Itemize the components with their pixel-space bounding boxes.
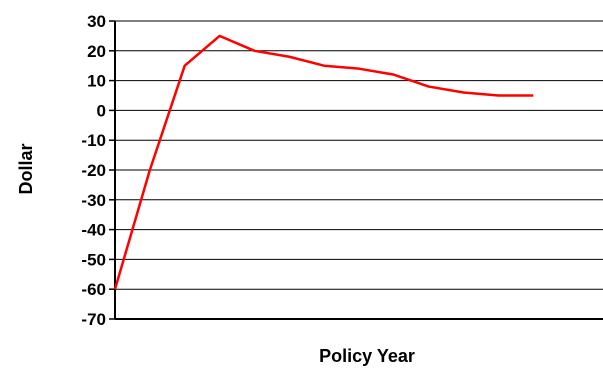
y-tick-label: -20 — [81, 161, 106, 180]
y-tick-labels: 30 20 10 0 -10 -20 -30 -40 -50 -60 -70 — [81, 12, 115, 329]
y-axis-title: Dollar — [16, 143, 36, 194]
y-tick-label: 30 — [87, 12, 106, 31]
y-tick-label: -50 — [81, 250, 106, 269]
y-tick-label: 20 — [87, 42, 106, 61]
y-tick-label: -60 — [81, 280, 106, 299]
y-tick-label: -40 — [81, 221, 106, 240]
y-tick-label: -10 — [81, 131, 106, 150]
y-tick-label: -30 — [81, 191, 106, 210]
x-axis-title: Policy Year — [319, 346, 415, 366]
gridlines — [115, 20, 603, 320]
series-line — [113, 34, 534, 290]
y-tick-label: -70 — [81, 310, 106, 329]
series-lines — [113, 34, 534, 290]
y-tick-label: 10 — [87, 72, 106, 91]
y-tick-label: 0 — [97, 101, 106, 120]
